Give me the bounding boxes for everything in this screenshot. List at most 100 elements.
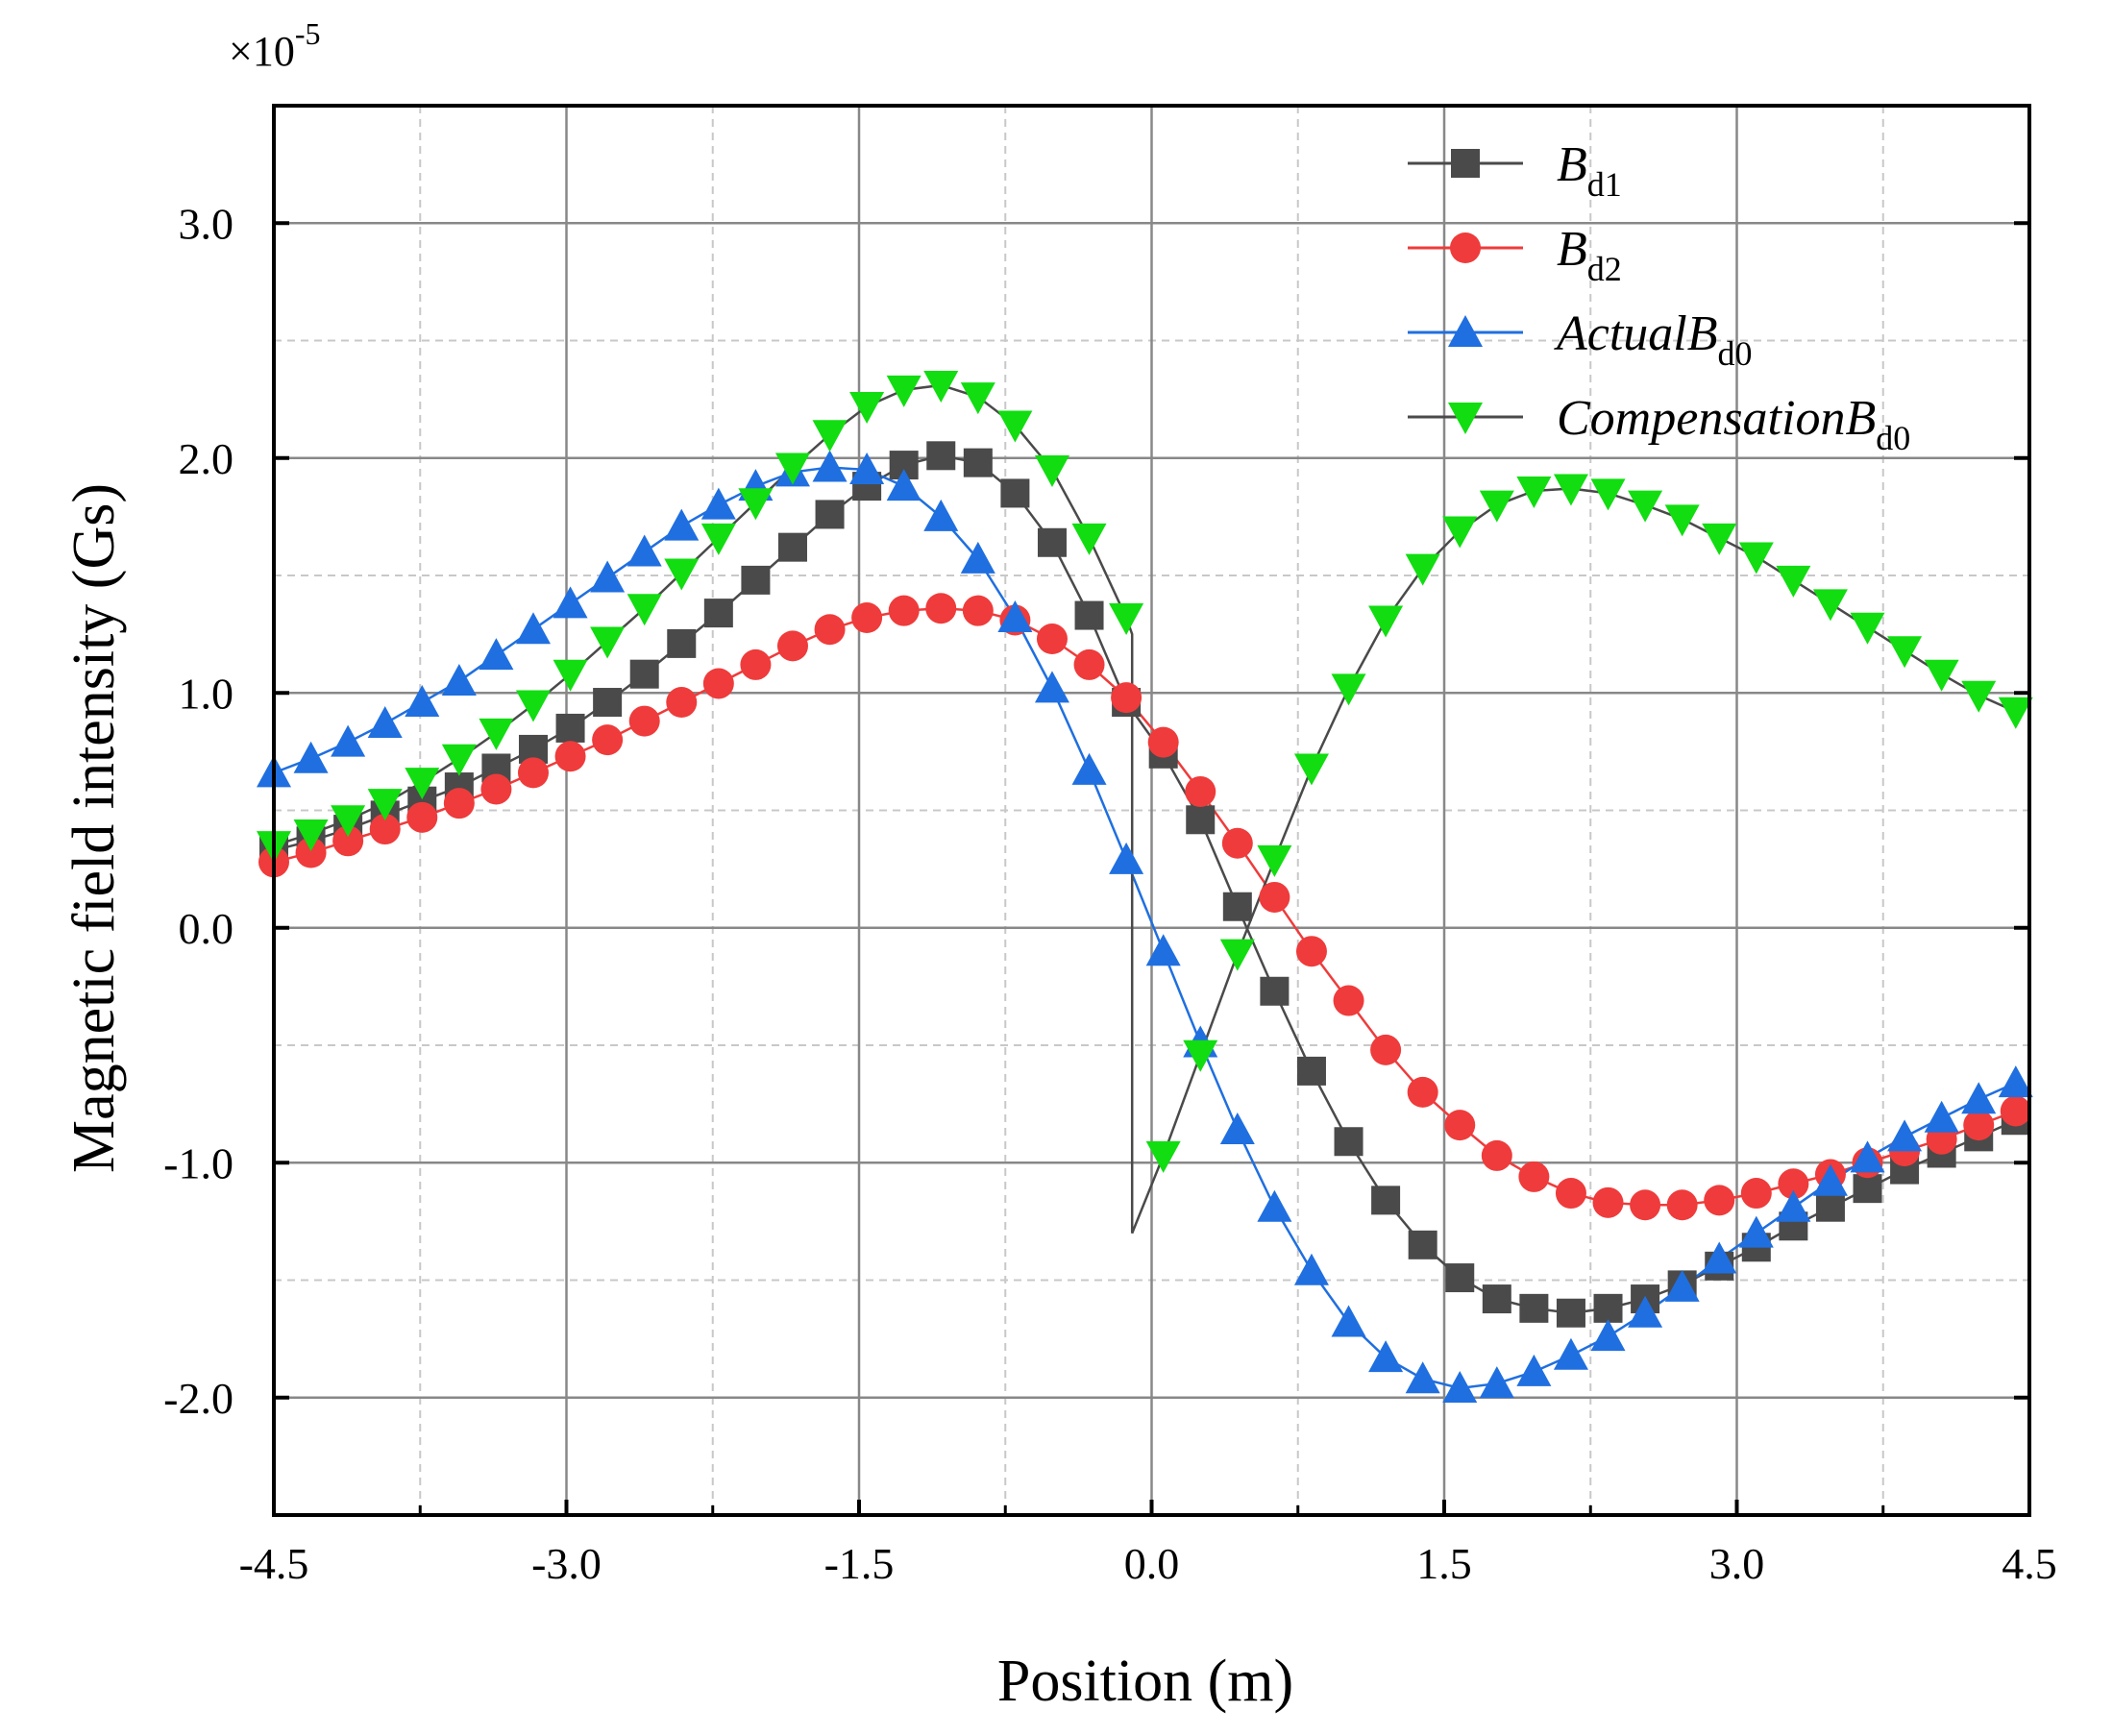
x-tick-label: 1.5	[1416, 1539, 1472, 1588]
marker-Bd2	[740, 648, 772, 680]
marker-ActualBd0	[849, 452, 885, 484]
marker-Bd1	[629, 659, 659, 689]
marker-ActualBd0	[479, 638, 514, 671]
marker-CompensationBd0	[997, 410, 1033, 443]
marker-ActualBd0	[553, 586, 588, 619]
marker-Bd2	[925, 593, 957, 624]
marker-ActualBd0	[367, 706, 403, 739]
marker-Bd2	[332, 825, 364, 857]
marker-Bd2	[295, 837, 327, 868]
marker-CompensationBd0	[1516, 476, 1552, 508]
legend-label-main: CompensationB	[1557, 391, 1876, 446]
marker-Bd2	[1333, 985, 1364, 1016]
marker-CompensationBd0	[293, 819, 329, 851]
marker-ActualBd0	[1368, 1340, 1404, 1373]
marker-Bd2	[1481, 1139, 1512, 1171]
marker-CompensationBd0	[627, 594, 662, 626]
marker-ActualBd0	[1145, 934, 1181, 966]
marker-Bd2	[1036, 623, 1068, 655]
marker-Bd1	[593, 688, 623, 718]
marker-Bd2	[628, 705, 660, 737]
x-tick-label: -3.0	[531, 1539, 602, 1588]
marker-Bd2	[1630, 1189, 1661, 1221]
marker-Bd1	[815, 500, 845, 529]
marker-CompensationBd0	[1145, 1140, 1181, 1173]
marker-ActualBd0	[700, 487, 736, 520]
marker-Bd2	[1407, 1076, 1438, 1108]
marker-ActualBd0	[1293, 1253, 1329, 1285]
legend-label-sub: d0	[1718, 334, 1753, 373]
marker-Bd1	[1222, 892, 1252, 921]
marker-CompensationBd0	[367, 789, 403, 821]
legend-label-main: B	[1557, 222, 1587, 277]
marker-ActualBd0	[627, 534, 662, 567]
marker-ActualBd0	[1924, 1100, 1959, 1133]
marker-Bd1	[1074, 600, 1104, 630]
legend-marker-Bd2	[1450, 232, 1481, 263]
marker-Bd2	[1073, 648, 1105, 680]
marker-CompensationBd0	[1293, 753, 1329, 786]
marker-CompensationBd0	[1034, 454, 1069, 487]
marker-Bd2	[1740, 1178, 1772, 1210]
marker-ActualBd0	[1812, 1163, 1848, 1196]
marker-Bd1	[1260, 976, 1290, 1006]
legend-marker-Bd1	[1451, 149, 1480, 178]
marker-CompensationBd0	[1590, 478, 1626, 511]
marker-CompensationBd0	[515, 690, 551, 722]
marker-Bd1	[1853, 1174, 1882, 1204]
marker-ActualBd0	[997, 600, 1033, 633]
marker-CompensationBd0	[1183, 1039, 1218, 1072]
legend-label-sub: d0	[1876, 419, 1910, 457]
marker-ActualBd0	[1776, 1189, 1811, 1222]
marker-Bd2	[517, 757, 549, 789]
marker-CompensationBd0	[1664, 504, 1700, 537]
marker-CompensationBd0	[700, 523, 736, 555]
marker-CompensationBd0	[1257, 844, 1292, 877]
y-axis-title: Magnetic field intensity (Gs)	[61, 483, 127, 1173]
marker-Bd2	[1370, 1034, 1402, 1065]
y-tick-label: 3.0	[179, 199, 234, 248]
marker-CompensationBd0	[1738, 542, 1774, 575]
marker-Bd1	[1519, 1293, 1549, 1323]
marker-Bd1	[667, 628, 697, 658]
marker-Bd2	[480, 773, 512, 805]
marker-Bd1	[1000, 478, 1030, 508]
marker-Bd2	[369, 814, 401, 845]
marker-Bd1	[555, 713, 585, 743]
marker-ActualBd0	[1516, 1354, 1552, 1386]
marker-ActualBd0	[1887, 1119, 1923, 1152]
x-axis-title: Position (m)	[997, 1649, 1293, 1714]
marker-Bd2	[1963, 1110, 1995, 1141]
marker-Bd2	[1147, 726, 1179, 758]
legend-label-main: ActualB	[1554, 306, 1718, 361]
series-line-CompensationBd0	[273, 383, 2017, 1235]
y-tick-label: 1.0	[179, 669, 234, 718]
legend-marker-ActualBd0	[1448, 315, 1483, 347]
marker-Bd2	[851, 602, 883, 634]
marker-Bd2	[443, 788, 475, 819]
marker-CompensationBd0	[1071, 523, 1107, 555]
x-tick-label: -4.5	[239, 1539, 309, 1588]
marker-Bd2	[1111, 682, 1142, 714]
marker-Bd1	[1037, 527, 1067, 557]
legend-label-CompensationBd0: CompensationBd0	[1557, 391, 1910, 457]
marker-ActualBd0	[1628, 1295, 1663, 1328]
marker-Bd1	[1556, 1298, 1585, 1328]
marker-CompensationBd0	[1109, 603, 1144, 636]
marker-ActualBd0	[812, 450, 848, 482]
marker-Bd1	[1815, 1192, 1845, 1222]
marker-ActualBd0	[1442, 1370, 1478, 1403]
marker-Bd2	[702, 668, 734, 699]
marker-ActualBd0	[1071, 752, 1107, 785]
marker-CompensationBd0	[849, 391, 885, 424]
marker-ActualBd0	[515, 612, 551, 645]
y-tick-label: -2.0	[163, 1374, 233, 1423]
marker-ActualBd0	[960, 541, 995, 574]
marker-CompensationBd0	[1628, 490, 1663, 523]
x-tick-label: -1.5	[824, 1539, 895, 1588]
marker-Bd2	[666, 687, 698, 719]
legend-marker-CompensationBd0	[1448, 403, 1483, 434]
marker-Bd2	[1185, 775, 1216, 807]
marker-Bd2	[1518, 1161, 1550, 1192]
